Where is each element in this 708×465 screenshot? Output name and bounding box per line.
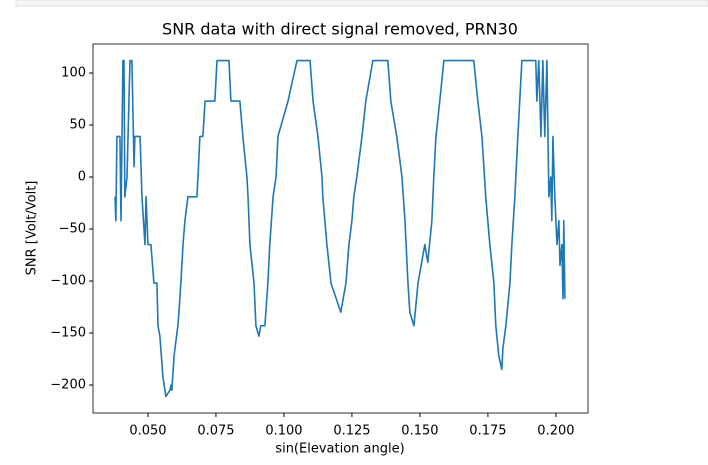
x-tick-label: 0.125 xyxy=(333,424,370,439)
x-tick-label: 0.200 xyxy=(537,424,574,439)
chart-title: SNR data with direct signal removed, PRN… xyxy=(162,20,518,39)
axes-frame xyxy=(92,43,589,414)
y-tick-label: 100 xyxy=(61,66,86,81)
y-tick-label: 0 xyxy=(78,170,86,185)
y-axis-label: SNR [Volt/Volt] xyxy=(25,181,40,276)
y-tick-label: −150 xyxy=(50,326,86,341)
y-tick-label: −50 xyxy=(59,222,86,237)
x-tick-label: 0.100 xyxy=(265,424,302,439)
x-tick-label: 0.075 xyxy=(197,424,234,439)
line-series xyxy=(114,59,566,398)
x-tick-label: 0.150 xyxy=(401,424,438,439)
x-tick-label: 0.175 xyxy=(469,424,506,439)
y-tick-label: −100 xyxy=(50,274,86,289)
x-tick-label: 0.050 xyxy=(129,424,166,439)
notebook-bar xyxy=(15,0,708,7)
y-tick-label: 50 xyxy=(69,118,86,133)
x-axis-label: sin(Elevation angle) xyxy=(275,442,404,457)
y-tick-label: −200 xyxy=(50,378,86,393)
